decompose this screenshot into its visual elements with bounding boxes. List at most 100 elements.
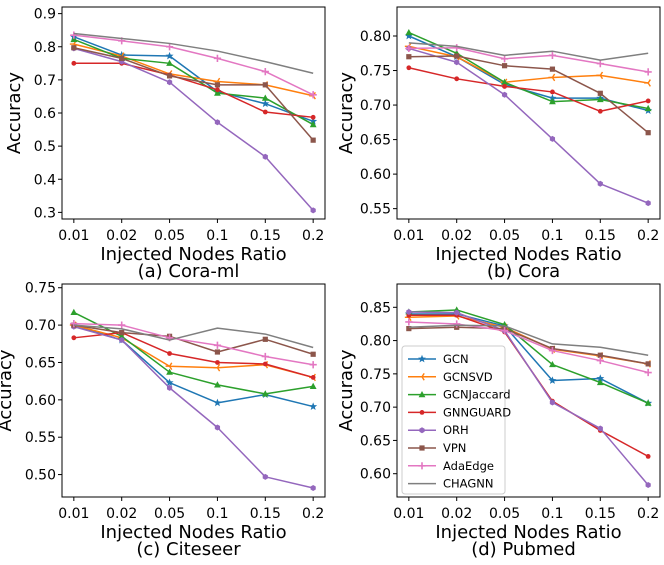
series-chagnn: [73, 32, 314, 74]
series-chagnn: [73, 324, 314, 349]
x-tick-label: 0.15: [585, 228, 616, 244]
data-point-vpn: [119, 329, 125, 336]
data-point-gcnjaccard: [501, 78, 508, 85]
data-point-gcn: [117, 50, 126, 59]
data-point-orh: [262, 153, 268, 160]
data-point-gnnguard: [71, 335, 77, 341]
data-point-vpn: [645, 130, 651, 136]
data-point-gcnsvd: [644, 79, 651, 87]
x-axis-label: Injected Nodes Ratio: [435, 244, 621, 265]
series-line-gcnsvd: [73, 324, 314, 379]
series-line-chagnn: [408, 42, 649, 61]
series-gcnjaccard: [70, 308, 317, 397]
data-point-gcnsvd: [165, 362, 173, 370]
chart-caption: (d) Pubmed: [471, 539, 576, 560]
series-line-chagnn: [73, 324, 314, 349]
x-tick-label: 0.2: [302, 506, 324, 522]
series-line-gcnsvd: [408, 45, 649, 84]
y-tick-label: 0.50: [25, 468, 56, 484]
legend-label: GCN: [443, 352, 469, 366]
data-point-gcnsvd: [548, 73, 556, 82]
data-point-vpn: [71, 45, 77, 51]
series-chagnn: [408, 324, 649, 356]
data-point-orh: [645, 200, 651, 207]
data-point-gcn: [309, 402, 318, 410]
data-point-adaedge: [548, 346, 557, 355]
series-line-adaedge: [408, 46, 649, 73]
data-point-gnnguard: [502, 84, 507, 89]
data-point-adaedge: [213, 54, 222, 62]
data-point-adaedge: [70, 31, 78, 39]
y-tick-label: 0.5: [34, 139, 56, 155]
data-point-gcnjaccard: [261, 390, 269, 397]
x-tick-label: 0.01: [393, 228, 424, 244]
y-tick-label: 0.60: [360, 167, 391, 183]
series-orh: [406, 308, 651, 489]
x-tick-label: 0.15: [585, 506, 616, 522]
data-point-adaedge: [500, 55, 509, 63]
y-tick-label: 0.65: [25, 355, 56, 371]
legend-label: ORH: [443, 423, 469, 437]
y-tick-label: 0.3: [34, 205, 56, 221]
data-point-gcnjaccard: [214, 381, 221, 388]
data-point-orh: [549, 135, 556, 142]
legend-label: AdaEdge: [443, 459, 494, 473]
x-tick-label: 0.1: [206, 228, 228, 244]
series-orh: [406, 45, 651, 207]
data-point-vpn: [501, 63, 508, 69]
data-point-gcnjaccard: [596, 95, 604, 103]
data-point-gnnguard: [597, 108, 603, 114]
data-point-adaedge: [309, 361, 317, 369]
series-gnnguard: [406, 65, 651, 114]
x-axis-label: Injected Nodes Ratio: [435, 522, 621, 543]
data-point-adaedge: [261, 352, 269, 361]
x-tick-label: 0.02: [106, 506, 137, 522]
legend-entry-orh: ORH: [408, 423, 469, 437]
plot-frame: [61, 283, 326, 498]
x-tick-label: 0.2: [637, 228, 659, 244]
series-orh: [71, 45, 316, 214]
x-tick-label: 0.15: [250, 228, 281, 244]
plot-frame: [61, 6, 326, 220]
x-tick-label: 0.05: [154, 228, 185, 244]
data-point-adaedge: [644, 68, 652, 76]
series-line-gcnjaccard: [73, 311, 314, 395]
data-point-adaedge: [213, 341, 222, 349]
series-line-gcnjaccard: [73, 38, 314, 126]
x-tick-label: 0.1: [541, 506, 563, 522]
data-point-gnnguard: [454, 76, 460, 82]
data-point-gcnjaccard: [166, 59, 173, 66]
x-tick-label: 0.05: [154, 506, 185, 522]
data-point-vpn: [549, 66, 556, 72]
data-point-adaedge: [261, 67, 269, 76]
data-point-gcnjaccard: [644, 104, 652, 112]
data-point-gnnguard: [406, 65, 412, 71]
y-tick-label: 0.7: [34, 73, 56, 89]
x-tick-label: 0.15: [250, 506, 281, 522]
data-point-vpn: [310, 137, 316, 143]
series-line-adaedge: [408, 321, 649, 374]
x-tick-label: 0.01: [58, 506, 89, 522]
x-tick-label: 0.1: [541, 228, 563, 244]
data-point-vpn: [166, 73, 173, 79]
data-point-orh: [597, 425, 603, 432]
y-tick-label: 0.75: [25, 281, 56, 297]
y-tick-label: 0.8: [34, 40, 56, 56]
data-point-gcnjaccard: [70, 308, 78, 315]
data-point-gcnsvd: [213, 363, 221, 372]
series-adaedge: [70, 31, 317, 99]
series-vpn: [71, 45, 316, 143]
series-gnnguard: [71, 60, 316, 120]
legend-entry-gnnguard: GNNGUARD: [408, 405, 511, 419]
data-point-gnnguard: [262, 361, 268, 367]
series-adaedge: [405, 44, 652, 76]
legend-label: GNNGUARD: [443, 405, 511, 419]
series-line-vpn: [408, 326, 649, 365]
data-point-gcnsvd: [596, 71, 604, 80]
data-point-vpn: [262, 336, 268, 342]
legend: GCN GCNSVD GCNJaccard GNNGUARD ORH VPN AdaEdge…: [401, 345, 511, 495]
x-axis-label: Injected Nodes Ratio: [100, 522, 286, 543]
data-point-adaedge: [596, 60, 604, 68]
data-point-vpn: [406, 325, 412, 332]
